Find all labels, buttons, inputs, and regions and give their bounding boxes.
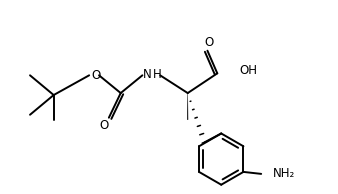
Text: H: H (153, 68, 162, 81)
Text: O: O (99, 119, 108, 132)
Text: NH₂: NH₂ (273, 167, 295, 180)
Text: OH: OH (239, 64, 257, 77)
Text: O: O (205, 36, 214, 49)
Text: N: N (143, 68, 152, 81)
Text: O: O (92, 69, 101, 82)
